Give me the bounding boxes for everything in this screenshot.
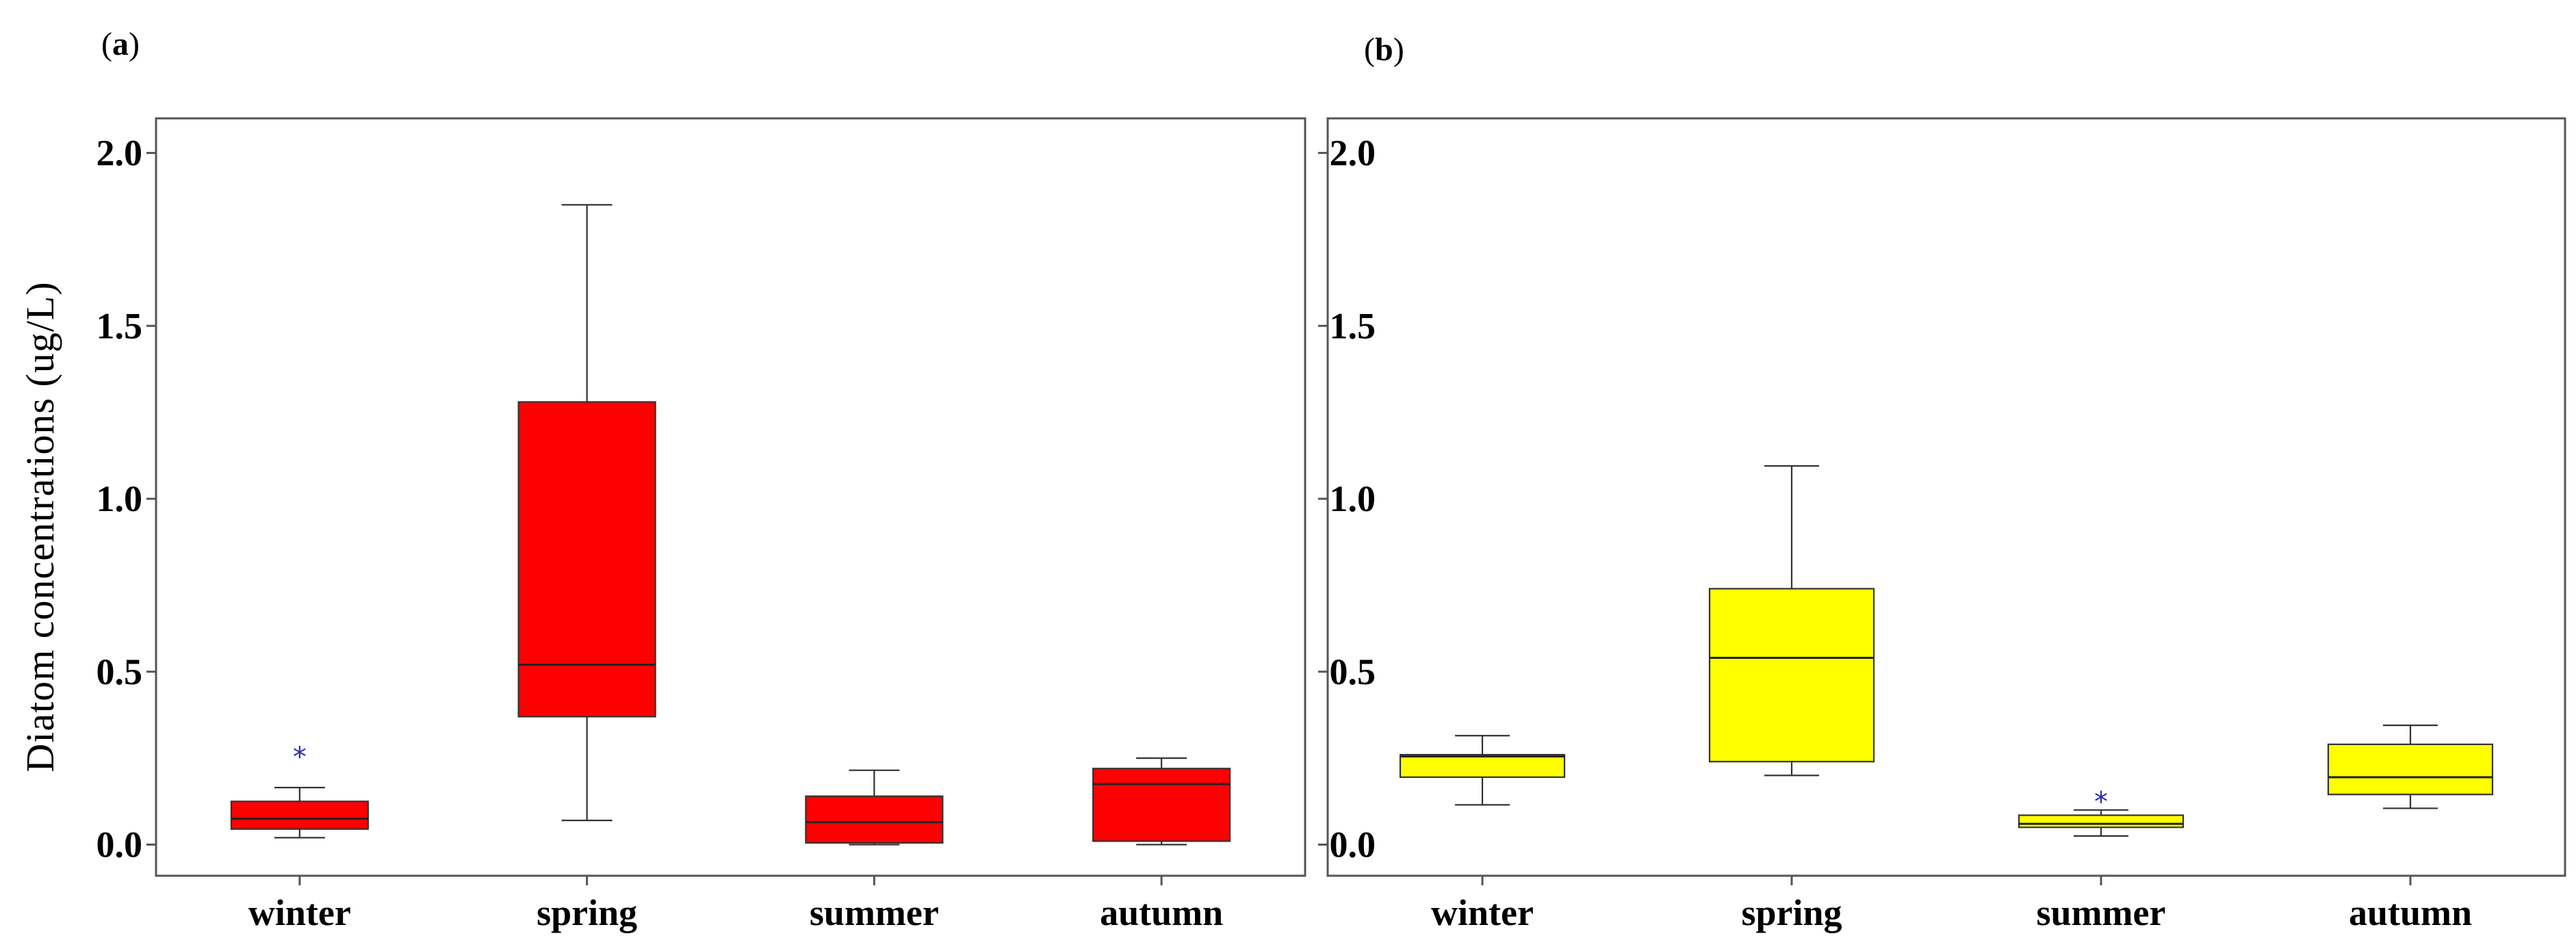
x-tick-label-spring: spring [537,892,637,933]
x-tick-label-spring: spring [1741,892,1842,933]
y-tick-label: 0.5 [1330,651,1376,692]
x-tick-label-summer: summer [810,892,939,933]
x-tick-label-winter: winter [1431,892,1534,933]
y-tick-label: 0.0 [1330,824,1376,865]
x-tick-label-autumn: autumn [2349,892,2472,933]
plot-frame [1326,117,2566,877]
box-autumn [2327,725,2494,809]
box-iqr [805,795,944,844]
panel-a-label: (a) [101,26,140,62]
outlier-marker: * [2094,787,2108,818]
y-tick-label: 1.0 [1330,478,1376,519]
box-autumn [1092,757,1231,846]
y-tick-label: 0.5 [96,651,143,692]
y-tick-label: 2.0 [96,133,143,174]
y-tick-label: 1.0 [96,478,143,519]
panel-a: 0.0 0.5 1.0 1.5 2.0 winter spring summer autumn * [96,117,1306,933]
box-winter: * [230,742,369,839]
panel-b: 0.0 0.5 1.0 1.5 2.0 winter spring summer autumn * [1318,117,2566,933]
plot-frame [155,117,1306,877]
box-iqr [2327,743,2494,796]
box-iqr [230,800,369,830]
box-summer: * [2018,787,2185,837]
box-spring [517,204,656,822]
y-axis-label: Diatom concentrations (ug/L) [18,281,62,772]
x-tick-label-autumn: autumn [1100,892,1223,933]
box-summer [805,769,944,846]
panel-a-letter: a [112,26,129,62]
y-tick-label: 0.0 [96,824,143,865]
panel-b-label: (b) [1364,31,1404,68]
outlier-marker: * [293,742,307,773]
box-iqr [1092,768,1231,842]
y-tick-label: 2.0 [1330,133,1376,174]
box-iqr [517,401,656,718]
y-tick-label: 1.5 [96,305,143,346]
x-tick-label-winter: winter [248,892,351,933]
x-tick-label-summer: summer [2037,892,2166,933]
box-iqr [1708,588,1875,763]
box-spring [1708,465,1875,777]
box-iqr [1399,753,1566,779]
box-winter [1399,735,1566,806]
y-tick-label: 1.5 [1330,305,1376,346]
panel-b-letter: b [1375,31,1393,68]
